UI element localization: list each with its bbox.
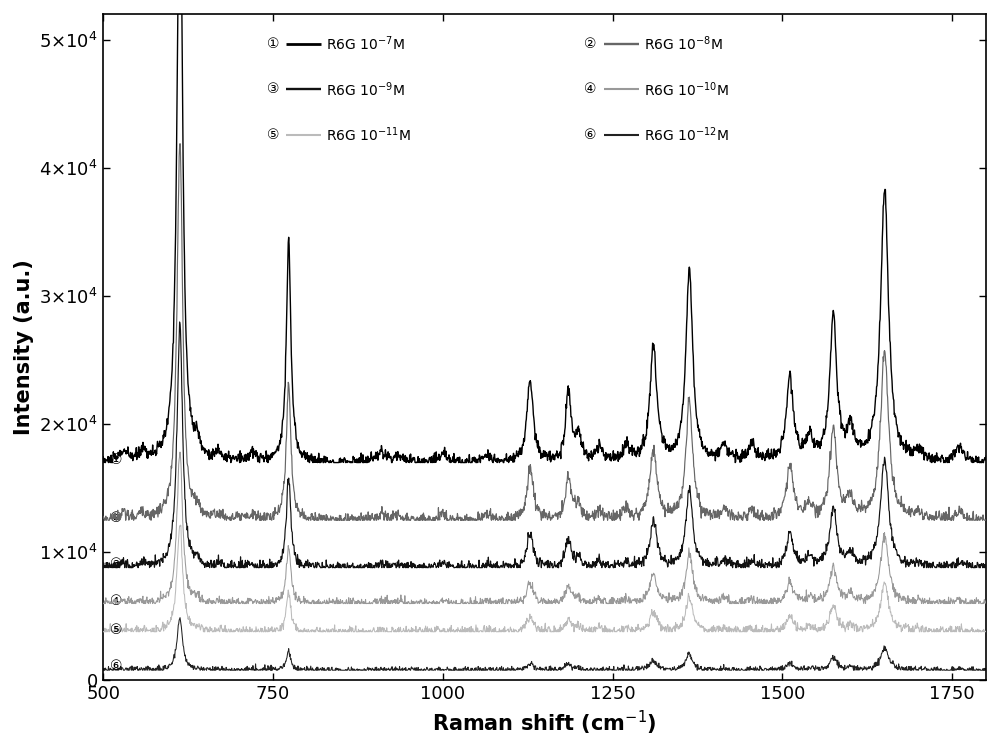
Text: R6G 10$^{-8}$M: R6G 10$^{-8}$M	[644, 35, 722, 53]
Text: R6G 10$^{-12}$M: R6G 10$^{-12}$M	[644, 125, 728, 144]
Text: ③: ③	[267, 82, 279, 96]
Text: ③: ③	[110, 556, 122, 571]
Text: ①: ①	[110, 453, 122, 467]
Text: ⑥: ⑥	[584, 128, 597, 141]
Text: R6G 10$^{-10}$M: R6G 10$^{-10}$M	[644, 80, 728, 98]
Text: ①: ①	[267, 37, 279, 51]
Text: R6G 10$^{-9}$M: R6G 10$^{-9}$M	[326, 80, 404, 98]
Text: ④: ④	[110, 594, 122, 608]
Text: ⑥: ⑥	[110, 659, 122, 674]
X-axis label: Raman shift (cm$^{-1}$): Raman shift (cm$^{-1}$)	[432, 709, 657, 737]
Text: ②: ②	[584, 37, 597, 51]
Text: R6G 10$^{-11}$M: R6G 10$^{-11}$M	[326, 125, 411, 144]
Text: ⑤: ⑤	[267, 128, 279, 141]
Text: ④: ④	[584, 82, 597, 96]
Text: R6G 10$^{-7}$M: R6G 10$^{-7}$M	[326, 35, 404, 53]
Text: ⑤: ⑤	[110, 623, 122, 638]
Text: ②: ②	[110, 511, 122, 525]
Y-axis label: Intensity (a.u.): Intensity (a.u.)	[14, 259, 34, 435]
